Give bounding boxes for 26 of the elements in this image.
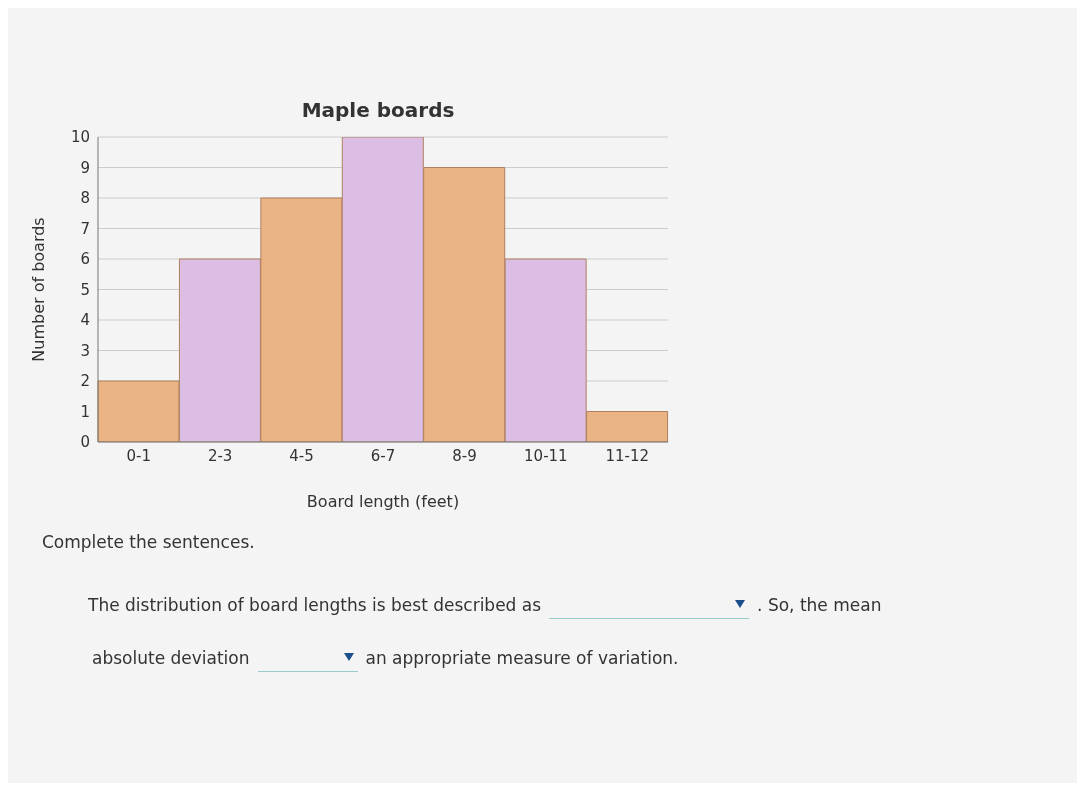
text: Complete the sentences.	[42, 532, 256, 552]
y-axis-title: Number of boards	[28, 217, 48, 362]
y-tick-label: 5	[80, 280, 90, 299]
text: absolute deviation	[92, 647, 250, 668]
x-tick-label: 8-9	[452, 446, 477, 465]
text: . So, the mean	[757, 594, 882, 615]
x-tick-label: 4-5	[289, 446, 314, 465]
y-tick-label: 2	[80, 372, 90, 391]
chart-title: Maple boards	[300, 97, 456, 122]
y-tick-label: 8	[80, 189, 90, 208]
y-tick-label: 10	[70, 128, 90, 147]
y-tick-label: 0	[80, 433, 90, 452]
text: The distribution of board lengths is best described as	[88, 594, 542, 615]
x-tick-label: 2-3	[207, 446, 233, 465]
y-tick-label: 4	[80, 311, 90, 330]
text: an appropriate measure of variation.	[365, 647, 679, 668]
y-tick-label: 3	[80, 341, 90, 360]
x-tick-label: 11-12	[605, 446, 650, 465]
x-tick-label: 0-1	[126, 446, 151, 465]
x-tick-label: 6-7	[370, 446, 396, 465]
y-tick-label: 6	[80, 250, 90, 269]
y-tick-label: 1	[80, 402, 90, 421]
y-tick-label: 9	[80, 158, 90, 177]
x-axis-title: Board length (feet)	[306, 492, 460, 511]
y-tick-label: 7	[80, 219, 90, 238]
x-tick-label: 10-11	[524, 446, 568, 465]
